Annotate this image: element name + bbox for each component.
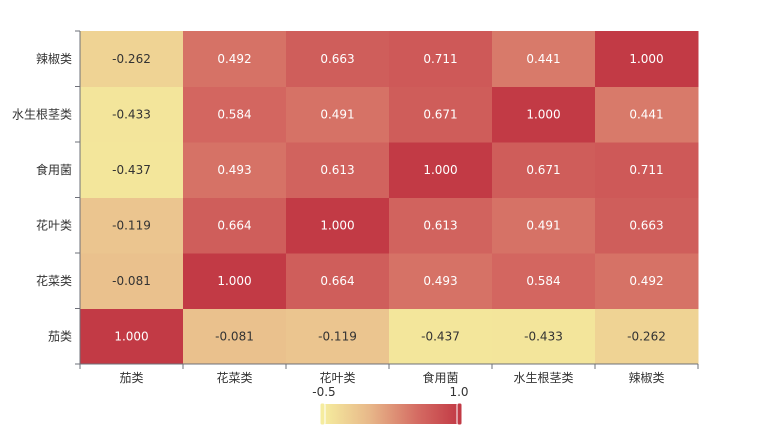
heatmap-value-label: 0.664	[217, 218, 251, 232]
heatmap-value-labels: 1.000 -0.081 -0.119 -0.437 -0.433 -0.262 -0.08…	[112, 52, 666, 344]
visual-map-gradient-bar	[324, 404, 459, 424]
visual-map-min-handle[interactable]	[319, 402, 326, 426]
heatmap-value-label: 0.711	[423, 52, 457, 66]
heatmap-cell[interactable]	[389, 31, 493, 87]
x-axis-tick-label: 花叶类	[319, 370, 355, 385]
heatmap-value-label: 0.671	[526, 163, 560, 177]
heatmap-cell[interactable]	[595, 142, 699, 198]
heatmap-value-label: 0.584	[217, 107, 251, 121]
heatmap-cell[interactable]	[286, 31, 390, 87]
heatmap-cell[interactable]	[286, 197, 390, 254]
heatmap-value-label: 0.613	[320, 163, 354, 177]
heatmap-value-label: 0.491	[320, 107, 354, 121]
heatmap-cell[interactable]	[492, 31, 596, 87]
heatmap-cell[interactable]	[80, 308, 184, 365]
heatmap-cell[interactable]	[183, 142, 287, 198]
heatmap-value-label: 0.441	[526, 52, 560, 66]
heatmap-cell[interactable]	[595, 253, 699, 309]
visual-map-min-label: -0.5	[312, 385, 335, 399]
x-axis-ticks: 茄类 花菜类 花叶类 食用菌 水生根茎类 辣椒类	[79, 364, 699, 385]
heatmap-cell[interactable]	[595, 31, 699, 87]
heatmap-cell[interactable]	[286, 253, 390, 309]
heatmap-cell[interactable]	[389, 308, 493, 365]
heatmap-cell[interactable]	[286, 86, 390, 143]
heatmap-cell[interactable]	[183, 253, 287, 309]
y-axis-tick-label: 茄类	[48, 329, 72, 343]
heatmap-cell[interactable]	[183, 86, 287, 143]
heatmap-value-label: 1.000	[526, 107, 560, 121]
heatmap-cell[interactable]	[183, 31, 287, 87]
x-axis-tick-label: 辣椒类	[628, 371, 664, 385]
y-axis-tick-label: 水生根茎类	[12, 107, 72, 121]
heatmap-cell[interactable]	[389, 197, 493, 254]
heatmap-value-label: -0.433	[524, 329, 563, 343]
heatmap-cell[interactable]	[80, 31, 184, 87]
heatmap-value-label: 0.492	[217, 52, 251, 66]
heatmap-cell[interactable]	[80, 197, 184, 254]
heatmap-value-label: 0.492	[629, 274, 663, 288]
y-axis-tick-label: 花叶类	[36, 217, 72, 232]
heatmap-cell[interactable]	[80, 142, 184, 198]
heatmap-cell[interactable]	[80, 253, 184, 309]
heatmap-value-label: 0.493	[423, 274, 457, 288]
heatmap-value-label: 0.613	[423, 218, 457, 232]
heatmap-value-label: -0.262	[627, 329, 666, 343]
visual-map-legend[interactable]: -0.5 1.0	[312, 385, 469, 426]
heatmap-cell[interactable]	[492, 308, 596, 365]
x-axis-tick-label: 茄类	[119, 371, 143, 385]
heatmap-value-label: 1.000	[217, 274, 251, 288]
heatmap-value-label: 0.493	[217, 163, 251, 177]
x-axis-tick-label: 水生根茎类	[513, 371, 573, 385]
heatmap-cell[interactable]	[595, 86, 699, 143]
heatmap-value-label: 0.584	[526, 274, 560, 288]
x-axis-tick-label: 花菜类	[216, 370, 252, 385]
x-axis-tick-label: 食用菌	[422, 370, 458, 385]
heatmap-value-label: 1.000	[114, 329, 148, 343]
heatmap-value-label: -0.433	[112, 107, 151, 121]
heatmap-cell[interactable]	[389, 86, 493, 143]
heatmap-value-label: 0.711	[629, 163, 663, 177]
y-axis-ticks: 茄类 花菜类 花叶类 食用菌 水生根茎类 辣椒类	[12, 30, 80, 365]
heatmap-cell[interactable]	[389, 253, 493, 309]
heatmap-cell[interactable]	[595, 197, 699, 254]
y-axis-tick-label: 辣椒类	[36, 52, 72, 66]
heatmap-cell[interactable]	[286, 142, 390, 198]
heatmap-value-label: -0.262	[112, 52, 151, 66]
visual-map-max-handle[interactable]	[456, 402, 463, 426]
heatmap-cell[interactable]	[80, 86, 184, 143]
heatmap-value-label: -0.081	[215, 329, 254, 343]
heatmap-cell[interactable]	[595, 308, 699, 365]
heatmap-cell[interactable]	[183, 308, 287, 365]
visual-map-max-label: 1.0	[449, 385, 468, 399]
heatmap-value-label: 1.000	[629, 52, 663, 66]
heatmap-value-label: -0.081	[112, 274, 151, 288]
heatmap-value-label: 1.000	[423, 163, 457, 177]
heatmap-value-label: 0.664	[320, 274, 354, 288]
heatmap-cell[interactable]	[492, 253, 596, 309]
heatmap-value-label: 0.671	[423, 107, 457, 121]
heatmap-value-label: -0.119	[112, 218, 151, 232]
y-axis-tick-label: 花菜类	[36, 273, 72, 288]
heatmap-cell[interactable]	[183, 197, 287, 254]
heatmap-value-label: -0.437	[421, 329, 460, 343]
heatmap-cell[interactable]	[492, 86, 596, 143]
heatmap-value-label: 0.441	[629, 107, 663, 121]
heatmap-cells	[80, 31, 699, 365]
y-axis-tick-label: 食用菌	[36, 162, 72, 177]
heatmap-cell[interactable]	[389, 142, 493, 198]
heatmap-cell[interactable]	[492, 142, 596, 198]
heatmap-value-label: 0.491	[526, 218, 560, 232]
heatmap-cell[interactable]	[492, 197, 596, 254]
heatmap-value-label: 1.000	[320, 218, 354, 232]
heatmap-cell[interactable]	[286, 308, 390, 365]
heatmap-value-label: 0.663	[629, 218, 663, 232]
heatmap-value-label: -0.437	[112, 163, 151, 177]
heatmap-value-label: -0.119	[318, 329, 357, 343]
heatmap-value-label: 0.663	[320, 52, 354, 66]
